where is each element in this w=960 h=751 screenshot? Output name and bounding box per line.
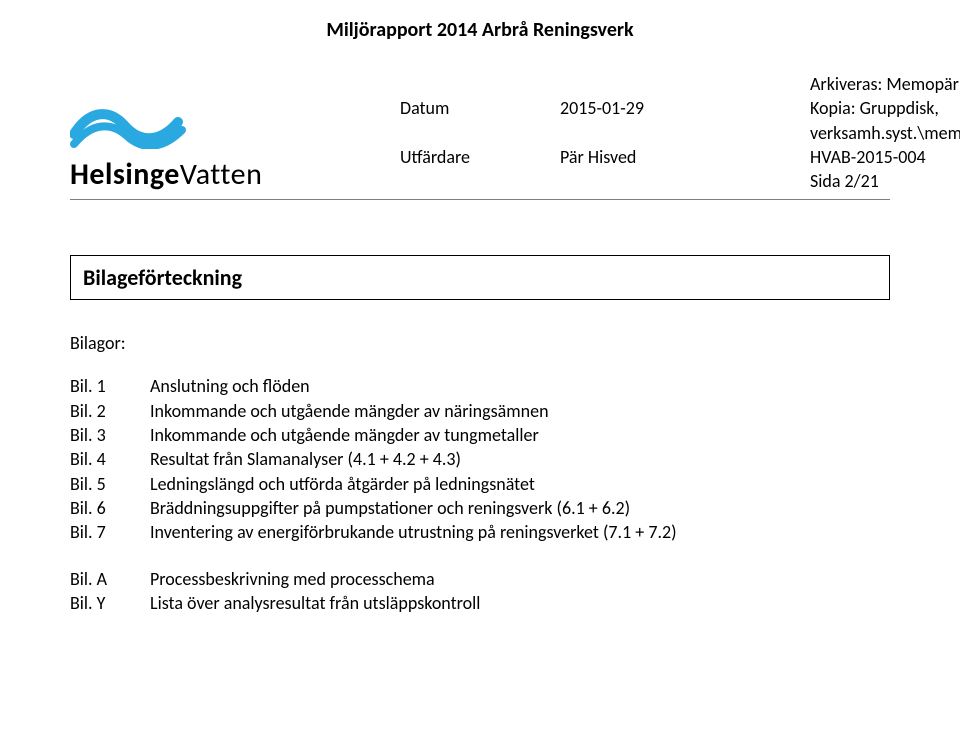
list-text: Ledningslängd och utförda åtgärder på le… xyxy=(150,472,890,496)
brand-text-bold: Helsinge xyxy=(70,156,180,193)
list-key: Bil. 2 xyxy=(70,399,150,423)
document-title: Miljörapport 2014 Arbrå Reningsverk xyxy=(70,18,890,42)
bilagor-list-2: Bil. A Processbeskrivning med processche… xyxy=(70,567,890,616)
utfardare-label: Utfärdare xyxy=(400,145,560,194)
kopia-label: Kopia: Gruppdisk, verksamh.syst.\memo\20… xyxy=(810,96,960,145)
list-item: Bil. 3 Inkommande och utgående mängder a… xyxy=(70,423,890,447)
list-text: Processbeskrivning med processchema xyxy=(150,567,890,591)
brand-text: HelsingeVatten xyxy=(70,156,400,193)
brand-text-rest: Vatten xyxy=(180,156,262,193)
list-item: Bil. 5 Ledningslängd och utförda åtgärde… xyxy=(70,472,890,496)
section-title-box: Bilageförteckning xyxy=(70,255,890,300)
doc-meta: Arkiveras: Memopärm 2015 Datum 2015-01-2… xyxy=(400,72,960,193)
list-item: Bil. 1 Anslutning och flöden xyxy=(70,374,890,398)
arkiveras-label: Arkiveras: Memopärm 2015 xyxy=(810,72,960,96)
list-key: Bil. 7 xyxy=(70,520,150,544)
list-key: Bil. 6 xyxy=(70,496,150,520)
meta-datum: Datum 2015-01-29 Kopia: Gruppdisk, verks… xyxy=(400,96,960,145)
page-indicator: Sida 2/21 xyxy=(810,170,879,192)
utfardare-value: Pär Hisved xyxy=(560,145,810,194)
list-text: Inkommande och utgående mängder av närin… xyxy=(150,399,890,423)
list-item: Bil. 6 Bräddningsuppgifter på pumpstatio… xyxy=(70,496,890,520)
list-key: Bil. Y xyxy=(70,591,150,615)
section-title: Bilageförteckning xyxy=(83,264,242,291)
list-item: Bil. A Processbeskrivning med processche… xyxy=(70,567,890,591)
wave-icon xyxy=(70,94,190,154)
header-row: HelsingeVatten Arkiveras: Memopärm 2015 … xyxy=(70,72,890,193)
list-text: Bräddningsuppgifter på pumpstationer och… xyxy=(150,496,890,520)
bilagor-list-1: Bil. 1 Anslutning och flöden Bil. 2 Inko… xyxy=(70,374,890,544)
list-item: Bil. 4 Resultat från Slamanalyser (4.1 +… xyxy=(70,447,890,471)
list-text: Lista över analysresultat från utsläppsk… xyxy=(150,591,890,615)
meta-arkiveras: Arkiveras: Memopärm 2015 xyxy=(400,72,960,96)
list-key: Bil. A xyxy=(70,567,150,591)
meta-utfardare: Utfärdare Pär Hisved HVAB-2015-004 Sida … xyxy=(400,145,960,194)
datum-value: 2015-01-29 xyxy=(560,96,810,145)
page: Miljörapport 2014 Arbrå Reningsverk Hels… xyxy=(0,0,960,751)
list-key: Bil. 5 xyxy=(70,472,150,496)
list-item: Bil. 2 Inkommande och utgående mängder a… xyxy=(70,399,890,423)
bilagor-heading: Bilagor: xyxy=(70,332,890,354)
divider xyxy=(70,199,890,200)
list-text: Inventering av energiförbrukande utrustn… xyxy=(150,520,890,544)
datum-label: Datum xyxy=(400,96,560,145)
doc-id: HVAB-2015-004 xyxy=(810,146,926,168)
list-text: Inkommande och utgående mängder av tungm… xyxy=(150,423,890,447)
list-key: Bil. 3 xyxy=(70,423,150,447)
list-key: Bil. 1 xyxy=(70,374,150,398)
brand-logo: HelsingeVatten xyxy=(70,94,400,193)
list-item: Bil. 7 Inventering av energiförbrukande … xyxy=(70,520,890,544)
list-text: Resultat från Slamanalyser (4.1 + 4.2 + … xyxy=(150,447,890,471)
logo-column: HelsingeVatten xyxy=(70,94,400,193)
list-key: Bil. 4 xyxy=(70,447,150,471)
list-text: Anslutning och flöden xyxy=(150,374,890,398)
list-item: Bil. Y Lista över analysresultat från ut… xyxy=(70,591,890,615)
